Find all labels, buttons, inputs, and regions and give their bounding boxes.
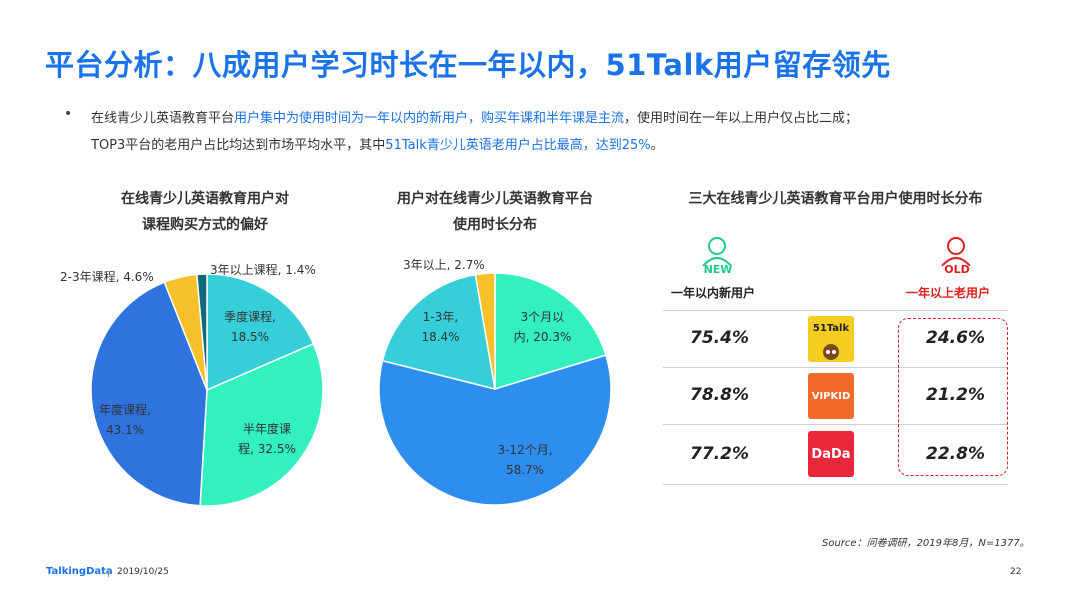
pie2-label-1to3y-name: 1-3年,	[422, 310, 459, 324]
footer-date: 2019/10/25	[117, 567, 169, 577]
page-title: 平台分析：八成用户学习时长在一年以内，51Talk用户留存领先	[45, 48, 891, 82]
pie1-label-annual: 年度课程, 43.1%	[85, 400, 165, 440]
logo-vipkid-text: VIPKID	[811, 390, 851, 402]
row-vipkid-old: 21.2%	[926, 385, 985, 405]
pie2-label-3m-name: 3个月以	[520, 310, 565, 324]
new-user-header: 一年以内新用户	[671, 286, 756, 300]
chart2-title: 用户对在线青少儿英语教育平台 使用时长分布	[350, 186, 640, 238]
bullet-line-2: TOP3平台的老用户占比均达到市场平均水平，其中51Talk青少儿英语老用户占比…	[91, 134, 664, 153]
row-dada-new: 77.2%	[690, 444, 749, 464]
pie2-label-3m-value: 内, 20.3%	[513, 330, 572, 344]
pie1-label-halfyear: 半年度课 程, 32.5%	[222, 419, 312, 459]
table-title: 三大在线青少儿英语教育平台用户使用时长分布	[688, 191, 983, 207]
old-badge: OLD	[944, 263, 970, 276]
pie-chart-course-preference	[90, 273, 324, 507]
row-vipkid-new: 78.8%	[690, 385, 749, 405]
chart1-title: 在线青少儿英语教育用户对 课程购买方式的偏好	[60, 186, 350, 238]
bullet-dot: •	[64, 106, 73, 122]
pie2-label-3yplus: 3年以上, 2.7%	[403, 258, 485, 272]
table-divider	[663, 424, 1008, 425]
pie2-label-3to12m: 3-12个月, 58.7%	[480, 440, 570, 480]
footer-page-number: 22	[1010, 567, 1022, 577]
footer-divider	[108, 568, 109, 577]
pie1-slice-1	[199, 342, 324, 507]
pie1-label-halfyear-name: 半年度课	[242, 422, 291, 436]
pie2-label-3m: 3个月以 内, 20.3%	[505, 307, 580, 347]
source-note: Source：问卷调研，2019年8月，N=1377。	[822, 538, 1030, 549]
chart1-title-line2: 课程购买方式的偏好	[142, 217, 268, 233]
pie2-label-3to12m-value: 58.7%	[505, 463, 545, 477]
chart2-title-line2: 使用时长分布	[453, 217, 537, 233]
pie1-label-annual-value: 43.1%	[105, 423, 145, 437]
table-divider	[663, 367, 1008, 368]
pie1-label-halfyear-value: 程, 32.5%	[238, 442, 296, 456]
table-divider	[663, 310, 1008, 311]
bullet-line-1: 在线青少儿英语教育平台用户集中为使用时间为一年以内的新用户，购买年课和半年课是主…	[91, 107, 858, 126]
pie1-label-quarterly-value: 18.5%	[230, 330, 270, 344]
footer-brand-logo: TalkingData	[46, 566, 113, 577]
logo-51talk-mascot	[823, 344, 839, 360]
new-user-icon	[702, 237, 732, 277]
pie1-slice-0	[206, 273, 315, 392]
logo-51talk: 51Talk	[808, 316, 854, 362]
bullet-text: 。	[650, 138, 664, 153]
logo-dada: DaDa	[808, 431, 854, 477]
old-user-header: 一年以上老用户	[906, 286, 991, 300]
bullet-text: 在线青少儿英语教育平台	[91, 111, 235, 126]
pie1-label-2to3y: 2-3年课程, 4.6%	[60, 270, 154, 284]
row-51talk-old: 24.6%	[926, 328, 985, 348]
chart2-title-line1: 用户对在线青少儿英语教育平台	[397, 191, 593, 207]
table-divider	[663, 484, 1008, 485]
pie1-label-annual-name: 年度课程,	[99, 403, 151, 417]
pie-chart-usage-duration	[378, 272, 612, 506]
pie2-label-1to3y: 1-3年, 18.4%	[408, 307, 473, 347]
bullet-highlight: 51Talk青少儿英语老用户占比最高，达到25%	[385, 138, 651, 153]
pie1-slice-2	[90, 281, 208, 507]
pie1-label-3yplus: 3年以上课程, 1.4%	[210, 263, 316, 277]
row-51talk-new: 75.4%	[690, 328, 749, 348]
logo-51talk-text: 51Talk	[812, 323, 850, 334]
new-badge: NEW	[703, 263, 733, 276]
pie2-slice-2	[381, 273, 496, 391]
logo-vipkid: VIPKID	[808, 373, 854, 419]
pie2-slice-3	[474, 272, 496, 390]
pie1-label-quarterly: 季度课程, 18.5%	[205, 307, 295, 347]
pie1-label-quarterly-name: 季度课程,	[224, 310, 276, 324]
row-dada-old: 22.8%	[926, 444, 985, 464]
pie1-slice-4	[196, 273, 208, 391]
bullet-text: TOP3平台的老用户占比均达到市场平均水平，其中	[91, 138, 386, 153]
bullet-text: ，使用时间在一年以上用户仅占比二成；	[624, 111, 859, 126]
pie2-label-3to12m-name: 3-12个月,	[497, 443, 553, 457]
old-user-highlight-box	[898, 318, 1008, 476]
pie2-slice-0	[494, 272, 607, 391]
old-user-icon	[941, 237, 971, 277]
bullet-highlight: 用户集中为使用时间为一年以内的新用户，购买年课和半年课是主流	[234, 111, 625, 126]
pie2-slice-1	[378, 354, 612, 506]
pie2-label-1to3y-value: 18.4%	[421, 330, 460, 344]
chart1-title-line1: 在线青少儿英语教育用户对	[121, 191, 289, 207]
logo-dada-text: DaDa	[811, 446, 851, 462]
